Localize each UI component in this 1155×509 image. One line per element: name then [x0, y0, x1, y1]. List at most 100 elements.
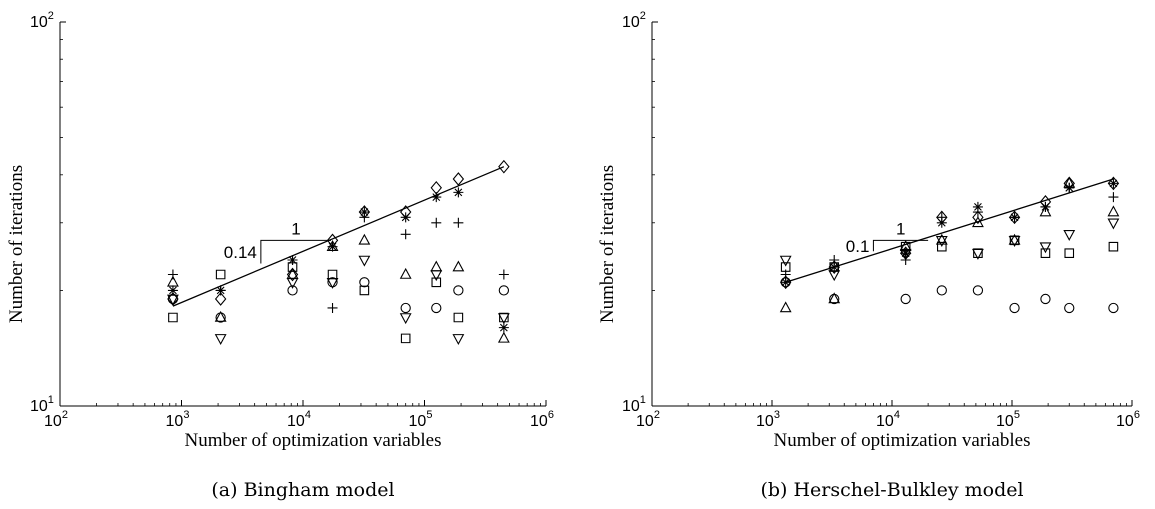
point-triangle-up: [358, 233, 371, 245]
point-square: [400, 333, 411, 344]
point-diamond: [498, 159, 510, 174]
point-asterisk: [829, 262, 840, 273]
point-square: [215, 269, 226, 280]
y-tick-label: 101: [622, 394, 646, 415]
panel-caption: (a) Bingham model: [211, 479, 394, 501]
point-asterisk: [400, 212, 411, 223]
point-circle: [1064, 302, 1075, 314]
point-circle: [780, 277, 791, 288]
point-square: [1064, 248, 1075, 258]
point-square: [287, 262, 298, 272]
point-circle: [287, 285, 298, 296]
y-tick-label: 102: [30, 10, 54, 31]
point-asterisk: [431, 192, 442, 203]
point-circle: [498, 285, 510, 296]
point-diamond: [214, 292, 227, 306]
point-circle: [453, 285, 464, 296]
slope-run-label: 1: [896, 219, 905, 238]
x-tick-label: 103: [166, 409, 190, 430]
series-triangle-up: [779, 176, 1120, 313]
point-plus: [327, 302, 338, 313]
point-plus: [498, 269, 509, 280]
slope-triangle: [872, 239, 929, 252]
point-triangle-down: [167, 294, 179, 306]
point-triangle-down: [452, 334, 465, 346]
point-circle: [936, 285, 947, 296]
point-diamond: [452, 172, 465, 186]
point-asterisk: [327, 241, 338, 252]
series-diamond: [167, 159, 510, 306]
point-asterisk: [453, 187, 464, 198]
point-asterisk: [1064, 182, 1075, 193]
x-tick-label: 102: [44, 409, 68, 430]
slope-run-label: 1: [291, 219, 300, 238]
point-plus: [1108, 192, 1119, 203]
slope-rise-label: 0.14: [224, 243, 257, 262]
point-triangle-down: [779, 255, 792, 267]
series-circle: [780, 277, 1119, 314]
x-tick-label: 106: [1116, 409, 1140, 430]
x-tick-label: 105: [996, 409, 1020, 430]
point-triangle-up: [214, 310, 227, 322]
point-triangle-down: [935, 236, 948, 248]
point-triangle-up: [1107, 205, 1120, 217]
point-triangle-down: [1008, 236, 1021, 248]
point-asterisk: [936, 217, 947, 228]
point-diamond: [779, 275, 792, 290]
point-square: [453, 312, 464, 323]
point-triangle-up: [971, 216, 984, 228]
fit-line: [785, 178, 1114, 283]
point-diamond: [828, 260, 840, 274]
point-diamond: [972, 210, 984, 225]
point-plus: [431, 217, 442, 228]
point-triangle-down: [399, 313, 412, 325]
slope-triangle: [260, 239, 331, 264]
point-triangle-up: [167, 275, 179, 287]
point-circle: [327, 277, 338, 288]
point-triangle-down: [430, 270, 443, 282]
x-axis-title: Number of optimization variables: [185, 430, 442, 451]
point-triangle-up: [828, 292, 841, 304]
point-asterisk: [359, 207, 370, 218]
point-triangle-down: [214, 334, 227, 346]
point-triangle-down: [828, 270, 841, 282]
point-circle: [1108, 302, 1119, 314]
point-triangle-up: [452, 260, 465, 272]
point-triangle-up: [779, 301, 792, 313]
series-circle: [167, 277, 510, 323]
point-circle: [215, 312, 226, 323]
point-plus: [400, 229, 411, 240]
point-triangle-up: [935, 233, 948, 245]
panel-caption: (b) Herschel-Bulkley model: [760, 479, 1023, 501]
point-square: [168, 312, 178, 323]
x-tick-label: 103: [756, 409, 780, 430]
point-asterisk: [167, 285, 178, 296]
x-tick-label: 106: [530, 409, 554, 430]
point-triangle-down: [1063, 229, 1076, 241]
point-triangle-up: [430, 260, 443, 272]
point-circle: [431, 302, 442, 314]
y-tick-label: 102: [622, 10, 646, 31]
point-diamond: [1008, 210, 1021, 225]
point-circle: [1040, 293, 1051, 305]
point-diamond: [1107, 176, 1120, 191]
point-asterisk: [215, 285, 226, 296]
fit-line: [172, 166, 505, 307]
point-triangle-down: [326, 277, 339, 289]
slope-rise-label: 0.1: [846, 237, 870, 256]
x-tick-label: 104: [287, 409, 311, 430]
y-axis-title: Number of iterations: [6, 165, 27, 323]
series-triangle-down: [167, 255, 510, 346]
point-triangle-down: [286, 277, 299, 289]
point-circle: [900, 293, 911, 305]
point-triangle-up: [326, 239, 339, 251]
point-circle: [167, 293, 179, 305]
point-circle: [1009, 302, 1020, 314]
point-triangle-down: [497, 313, 510, 325]
point-asterisk: [498, 322, 509, 333]
point-triangle-up: [1008, 233, 1021, 245]
point-triangle-up: [1039, 205, 1052, 217]
